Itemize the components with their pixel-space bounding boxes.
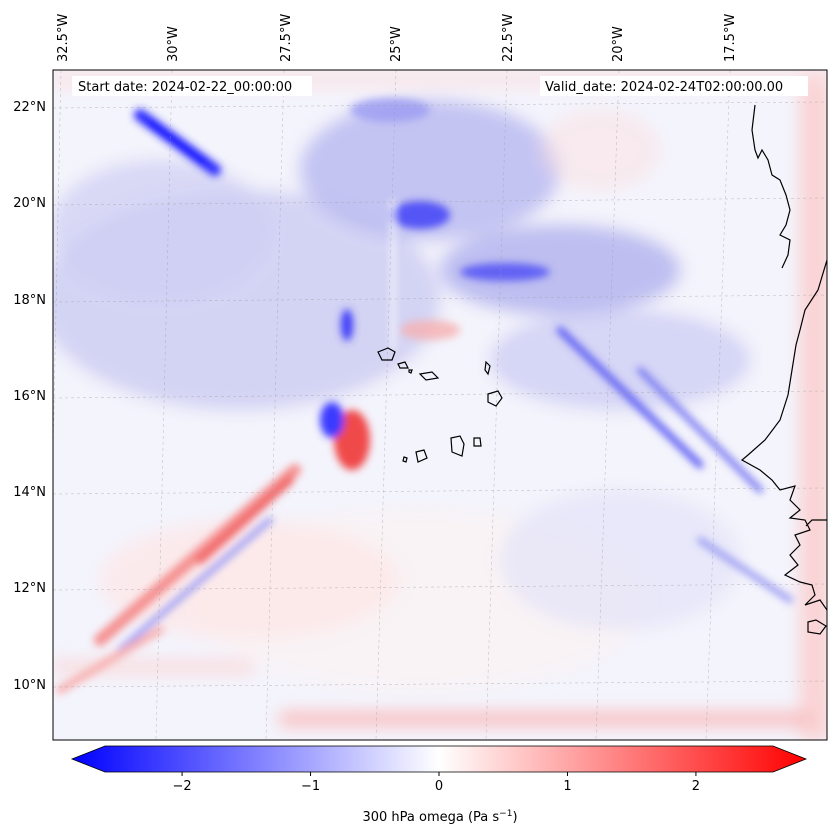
colorbar-tick-label: −2 [172,779,191,794]
colorbar-tick-label: −1 [301,779,320,794]
lat-label: 18°N [13,293,46,308]
colorbar-tick-label: 1 [563,779,571,794]
lon-label: 30°W [166,26,181,62]
omega-field [53,70,827,740]
coastline [377,104,827,635]
colorbar-label-close: ) [512,810,517,825]
latitude-labels: 22°N 20°N 18°N 16°N 14°N 12°N 10°N [13,100,46,693]
lon-label: 27.5°W [279,14,294,62]
graticule [53,70,827,740]
start-date-label: Start date: 2024-02-22_00:00:00 [78,80,292,95]
colorbar-tick-label: 0 [435,779,443,794]
lat-label: 22°N [13,100,46,115]
lat-label: 16°N [13,389,46,404]
valid-date-label: Valid_date: 2024-02-24T02:00:00.00 [545,80,783,95]
colorbar-tick-label: 2 [692,779,700,794]
lat-label: 12°N [13,581,46,596]
longitude-labels: 32.5°W 30°W 27.5°W 25°W 22.5°W 20°W 17.5… [56,14,738,62]
map-frame [52,69,828,741]
lon-label: 25°W [389,26,404,62]
colorbar-label: 300 hPa omega (Pa s−1) [362,809,517,825]
colorbar: −2 −1 0 1 2 300 hPa omega (Pa s−1) [70,745,808,825]
colorbar-label-exponent: −1 [499,809,512,819]
colorbar-bar [70,745,808,773]
lat-label: 20°N [13,196,46,211]
lon-label: 20°W [611,26,626,62]
lon-label: 32.5°W [56,14,71,62]
lat-label: 10°N [13,678,46,693]
start-date-box [72,76,312,96]
lat-label: 14°N [13,485,46,500]
colorbar-ticks [181,772,697,776]
colorbar-label-main: 300 hPa omega (Pa s [362,810,499,825]
valid-date-box [540,76,808,96]
lon-label: 17.5°W [723,14,738,62]
lon-label: 22.5°W [501,14,516,62]
